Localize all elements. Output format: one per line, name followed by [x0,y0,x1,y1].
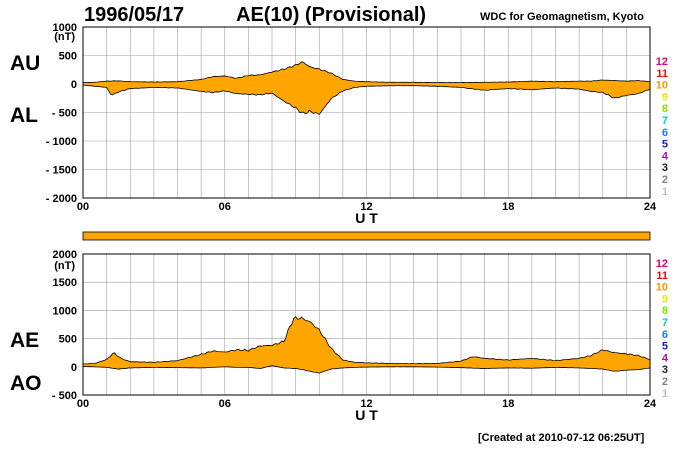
source-label: WDC for Geomagnetism, Kyoto [480,11,644,23]
station-count-label: 10 [656,282,668,294]
series-label-au: AU [10,52,40,75]
station-count-label: 8 [662,305,668,317]
station-count-label: 10 [656,80,668,92]
x-tick-label: 24 [644,398,657,410]
x-axis-label: U T [355,210,378,226]
y-tick-label: - 500 [52,108,77,120]
station-count-label: 6 [662,329,668,341]
x-tick-label: 06 [219,398,231,410]
station-count-label: 5 [662,341,668,353]
series-label-ao: AO [10,372,42,395]
x-tick-label: 00 [77,201,89,213]
y-tick-label: 0 [71,79,77,91]
y-tick-label: - 500 [52,390,77,402]
series-line-au [82,61,651,84]
x-axis-label: U T [355,407,378,423]
x-tick-label: 24 [644,201,657,213]
y-tick-label: - 1500 [46,165,77,177]
x-tick-label: 12 [360,398,372,410]
plot-frame [82,253,651,396]
availability-bar [82,231,651,241]
station-count-label: 4 [662,352,669,364]
date-title: 1996/05/17 [84,4,185,26]
station-count-label: 6 [662,127,668,139]
station-count-label: 1 [662,388,668,400]
station-count-label: 2 [662,174,668,186]
station-count-label: 7 [662,317,668,329]
station-count-label: 11 [656,68,668,80]
station-count-label: 9 [662,91,668,103]
y-unit-label: (nT) [54,260,75,272]
area-fill [83,61,650,115]
y-tick-label: 1000 [53,22,77,34]
station-count-label: 3 [662,364,668,376]
station-count-label: 7 [662,115,668,127]
y-unit-label: (nT) [54,31,75,43]
y-tick-label: 500 [59,51,77,63]
y-tick-label: - 1000 [46,136,77,148]
series-line-al [82,84,651,116]
chart-title: AE(10) (Provisional) [236,4,427,26]
x-tick-label: 00 [77,398,89,410]
station-count-label: 9 [662,293,668,305]
station-count-label: 8 [662,103,668,115]
station-count-label: 12 [656,258,668,270]
x-tick-label: 18 [502,398,514,410]
station-count-label: 5 [662,139,668,151]
created-timestamp: [Created at 2010-07-12 06:25UT] [478,432,645,444]
x-tick-label: 18 [502,201,514,213]
series-line-ao [82,365,651,374]
y-tick-label: 1500 [53,277,77,289]
series-label-ae: AE [10,329,39,352]
x-tick-label: 06 [219,201,231,213]
station-count-label: 12 [656,56,668,68]
area-fill [83,316,650,374]
y-tick-label: 0 [71,362,77,374]
station-count-label: 1 [662,186,668,198]
y-tick-label: 500 [59,334,77,346]
y-tick-label: 2000 [53,249,77,261]
station-count-label: 3 [662,162,668,174]
data-availability-bar [82,231,651,241]
y-tick-label: - 2000 [46,193,77,205]
station-count-label: 4 [662,150,669,162]
series-label-al: AL [10,104,38,127]
series-line-ae [82,315,651,365]
station-count-label: 2 [662,376,668,388]
x-tick-label: 12 [360,201,372,213]
station-count-label: 11 [656,270,668,282]
plot-frame [82,26,651,199]
y-tick-label: 1000 [53,305,77,317]
